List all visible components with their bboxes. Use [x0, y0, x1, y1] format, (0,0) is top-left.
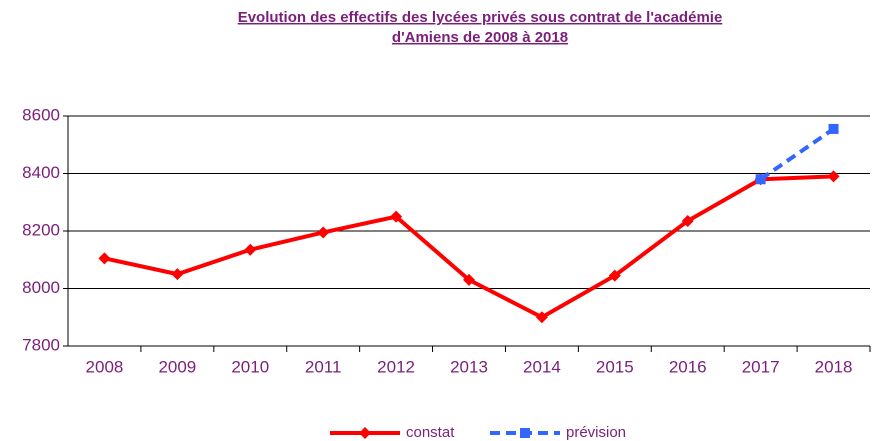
- y-tick-label: 8000: [22, 278, 60, 297]
- y-tick-label: 7800: [22, 335, 60, 354]
- x-tick-label: 2012: [377, 357, 415, 376]
- x-tick-label: 2016: [669, 357, 707, 376]
- marker: [463, 273, 475, 286]
- marker: [390, 210, 403, 223]
- chart-title: Evolution des effectifs des lycées privé…: [238, 9, 723, 26]
- legend-marker: [359, 427, 371, 439]
- x-tick-label: 2008: [86, 357, 124, 376]
- x-tick-label: 2018: [815, 357, 853, 376]
- x-tick-label: 2009: [158, 357, 196, 376]
- marker: [98, 252, 111, 265]
- marker: [755, 174, 766, 185]
- y-tick-label: 8600: [22, 105, 60, 124]
- series-line: [104, 174, 834, 320]
- series-line: [759, 127, 835, 181]
- legend-marker: [520, 428, 530, 438]
- legend-label: constat: [406, 424, 455, 441]
- marker: [828, 123, 839, 134]
- legend-label: prévision: [566, 424, 626, 441]
- chart-title: d'Amiens de 2008 à 2018: [392, 29, 568, 46]
- marker: [827, 170, 840, 183]
- x-tick-label: 2014: [523, 357, 561, 376]
- x-tick-label: 2015: [596, 357, 634, 376]
- y-tick-label: 8200: [22, 220, 60, 239]
- x-tick-label: 2013: [450, 357, 488, 376]
- x-tick-label: 2010: [231, 357, 269, 376]
- y-tick-label: 8400: [22, 163, 60, 182]
- marker: [171, 268, 184, 281]
- marker: [244, 243, 257, 256]
- marker: [535, 311, 548, 324]
- marker: [608, 269, 621, 282]
- x-tick-label: 2017: [742, 357, 780, 376]
- marker: [681, 214, 694, 227]
- x-tick-label: 2011: [305, 357, 342, 376]
- marker: [317, 226, 330, 239]
